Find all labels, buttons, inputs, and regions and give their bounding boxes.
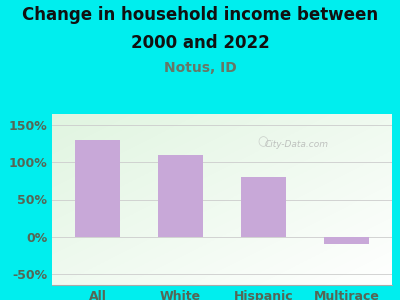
Text: Notus, ID: Notus, ID — [164, 61, 236, 76]
Bar — [241, 177, 286, 237]
Bar — [158, 155, 203, 237]
Text: ○: ○ — [258, 135, 268, 148]
Bar — [324, 237, 369, 244]
Text: 2000 and 2022: 2000 and 2022 — [131, 34, 269, 52]
Bar — [75, 140, 120, 237]
Text: Change in household income between: Change in household income between — [22, 6, 378, 24]
Text: City-Data.com: City-Data.com — [265, 140, 329, 149]
